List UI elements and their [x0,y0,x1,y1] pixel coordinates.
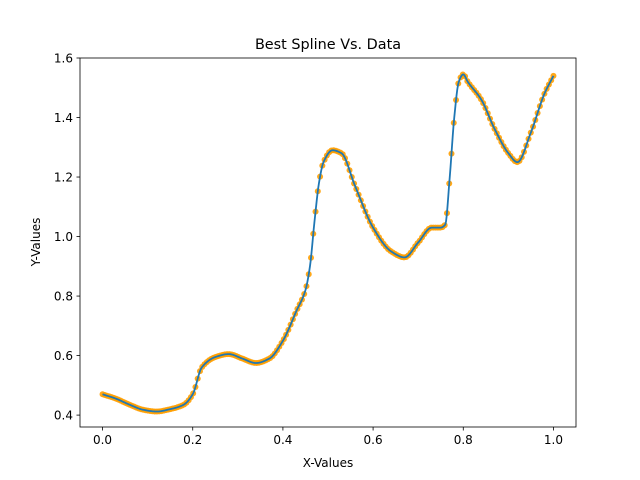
y-tick-label: 1.6 [54,51,73,65]
y-tick-label: 1.4 [54,111,73,125]
x-tick-label: 0.6 [364,433,383,447]
y-tick-label: 1.0 [54,230,73,244]
y-axis-label: Y-Values [29,218,43,268]
y-tick-label: 0.4 [54,408,73,422]
spline-line [102,73,555,413]
y-tick-label: 0.8 [54,289,73,303]
y-tick-label: 1.2 [54,170,73,184]
y-axis: 0.4 0.6 0.8 1.0 1.2 1.4 1.6 [54,51,80,422]
x-tick-label: 0.8 [454,433,473,447]
x-axis: 0.0 0.2 0.4 0.6 0.8 1.0 [93,427,563,447]
axes-frame [79,57,577,428]
y-tick-label: 0.6 [54,349,73,363]
chart-title: Best Spline Vs. Data [255,37,401,53]
plot-area [79,57,577,428]
x-axis-label: X-Values [303,456,353,470]
x-tick-label: 0.2 [183,433,202,447]
x-tick-label: 0.0 [93,433,112,447]
x-tick-label: 1.0 [544,433,563,447]
x-tick-label: 0.4 [273,433,292,447]
